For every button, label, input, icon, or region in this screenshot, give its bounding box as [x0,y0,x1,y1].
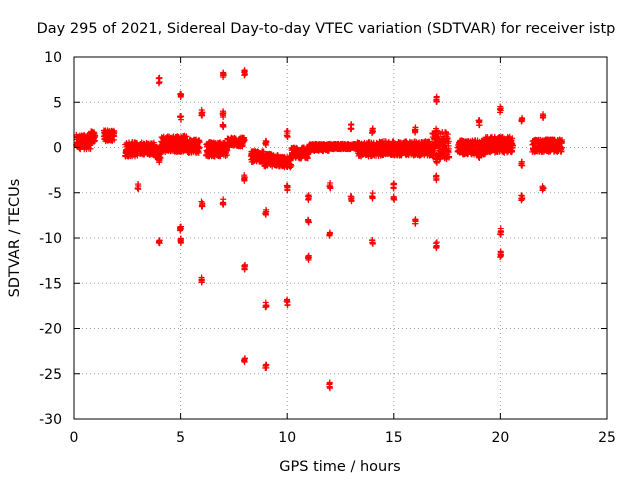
data-point [219,72,226,79]
data-point [518,160,525,167]
x-tick-label: 25 [598,430,616,446]
data-point [263,302,270,309]
chart-title: Day 295 of 2021, Sidereal Day-to-day VTE… [37,21,616,37]
plot-frame [73,56,608,420]
data-point [177,236,184,243]
data-point [497,103,504,110]
data-point [178,91,185,98]
data-point [475,153,482,160]
data-point [540,114,547,121]
data-point [283,132,290,139]
y-tick-label: -30 [39,412,62,428]
y-tick-label: -5 [48,186,62,202]
data-point [305,196,312,203]
data-point [87,140,94,147]
y-tick-label: 10 [44,50,62,66]
data-point [347,125,354,132]
data-point [156,74,163,81]
data-point [135,183,142,190]
data-point [305,253,312,260]
data-point [326,183,333,190]
data-point [390,193,397,200]
data-point [199,112,206,119]
axis-ticks [73,56,608,420]
data-point [445,138,452,145]
data-point [196,144,203,151]
data-point [326,380,333,387]
y-tick-label: -25 [39,367,62,383]
data-point [497,229,504,236]
data-point [390,181,397,188]
data-point [241,174,248,181]
data-point [241,263,248,270]
data-point [510,142,517,149]
data-point [305,218,312,225]
data-point [518,117,525,124]
data-point [509,135,516,142]
data-point [87,145,94,152]
y-tick-label: -20 [39,322,62,338]
data-point [262,362,269,369]
data-point [445,145,452,152]
data-point [92,133,99,140]
data-point [288,162,295,169]
x-axis-title: GPS time / hours [279,459,400,475]
data-point [476,117,483,124]
data-point [558,144,565,151]
data-point [178,113,185,120]
data-point [284,187,291,194]
data-point [540,185,547,192]
data-point [444,131,451,138]
data-point [326,232,333,239]
data-point [433,158,440,165]
x-tick-label: 15 [385,430,403,446]
data-point [348,194,355,201]
data-point [369,125,376,132]
data-point [262,209,269,216]
data-point [433,127,440,134]
data-point [198,274,205,281]
data-point [518,197,525,204]
data-point [369,194,376,201]
data-point [433,94,440,101]
data-point [559,136,566,143]
x-tick-label: 5 [176,430,185,446]
data-point [199,203,206,210]
data-point [155,239,162,246]
data-point [220,108,227,115]
y-tick-label: -15 [39,276,62,292]
data-point [196,139,203,146]
y-tick-label: 0 [53,141,62,157]
data-point [284,299,291,306]
data-point [284,127,291,134]
data-point [241,137,248,144]
data-point [111,129,118,136]
data-point [262,142,269,149]
data-point [412,220,419,227]
data-point [446,154,453,161]
data-point [220,122,227,129]
data-point [433,174,440,181]
data-point [241,355,248,362]
x-tick-label: 0 [70,430,79,446]
data-point [369,239,376,246]
tick-labels: 0 5 10 15 20 25 10 5 0 -5 -10 -15 -20 -25 -30 [39,50,616,446]
data-point [177,225,184,232]
data-point [224,147,231,154]
x-tick-label: 20 [491,430,509,446]
data-point [241,72,248,79]
data-point [156,158,163,165]
data-point [220,201,227,208]
data-point [497,249,504,256]
grid-lines [74,57,607,419]
x-tick-label: 10 [278,430,296,446]
data-point [433,242,440,249]
y-axis-title: SDTVAR / TECUs [7,179,23,298]
data-points [73,67,566,392]
y-tick-label: 5 [53,95,62,111]
y-tick-label: -10 [39,231,62,247]
data-point [412,128,419,135]
